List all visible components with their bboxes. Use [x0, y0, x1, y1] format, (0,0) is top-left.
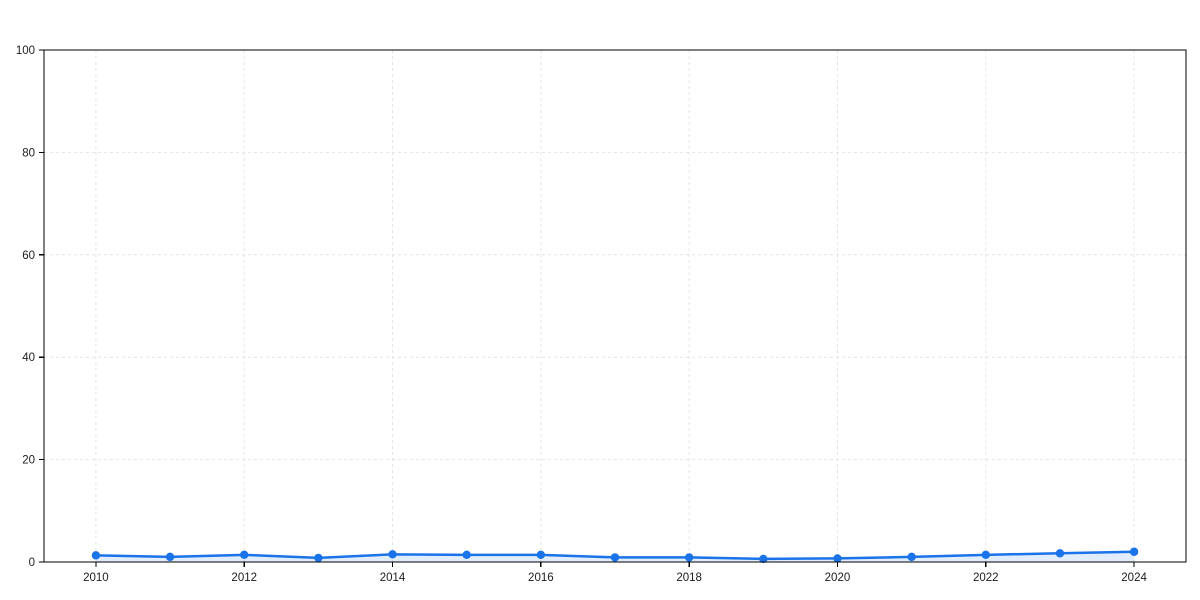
data-point	[1129, 547, 1139, 556]
x-tick-label: 2020	[825, 572, 851, 584]
axes-frame	[43, 49, 1187, 563]
data-point	[165, 552, 175, 562]
x-tick-label: 2010	[83, 572, 109, 584]
data-point	[1055, 549, 1065, 558]
data-point	[610, 553, 620, 562]
data-point	[907, 552, 916, 562]
y-tick-label: 40	[22, 352, 35, 364]
data-point	[462, 550, 471, 560]
y-tick-label: 100	[16, 45, 35, 57]
y-tick-label: 80	[22, 147, 35, 159]
series-area-fill	[95, 551, 1135, 562]
x-tick-label: 2016	[528, 572, 554, 584]
data-point	[833, 554, 842, 563]
x-tick-label: 2024	[1121, 572, 1147, 584]
data-point	[240, 550, 249, 560]
data-point	[981, 550, 990, 560]
data-point	[684, 553, 694, 562]
x-tick-label: 2022	[973, 572, 999, 584]
x-tick-label: 2014	[380, 572, 406, 584]
x-tick-label: 2018	[676, 572, 702, 584]
data-point	[388, 550, 397, 559]
data-point	[759, 554, 768, 564]
data-point	[91, 551, 101, 560]
y-tick-label: 20	[22, 455, 35, 467]
data-point	[314, 553, 323, 563]
y-tick-label: 0	[29, 557, 35, 569]
x-tick-label: 2012	[231, 572, 257, 584]
data-point	[536, 550, 546, 560]
y-tick-label: 60	[22, 250, 35, 262]
